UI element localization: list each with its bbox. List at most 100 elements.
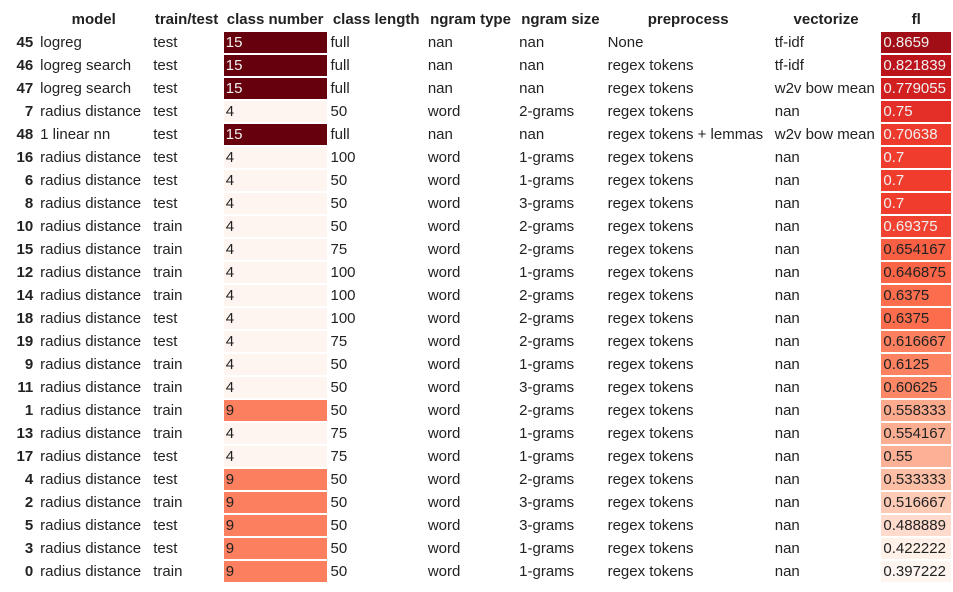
table-row: 6 radius distance test 4 50 word 1-grams regex … <box>2 170 951 191</box>
vectorize-cell: nan <box>774 379 800 396</box>
row-index: 13 <box>16 425 34 442</box>
table-row: 12 radius distance train 4 100 word 1-grams reg… <box>2 262 951 283</box>
model-cell: radius distance <box>40 218 142 235</box>
class-length-header[interactable]: class length <box>332 11 420 28</box>
train-test-cell: test <box>153 448 178 465</box>
class-number-cell: 4 <box>223 331 327 352</box>
train-test-cell: train <box>153 425 183 442</box>
class-number-cell: 4 <box>223 216 327 237</box>
row-index: 47 <box>16 80 34 97</box>
f1-header[interactable]: fl <box>911 11 921 28</box>
f1-cell: 0.55 <box>881 446 951 467</box>
table-row: 46 logreg search test 15 full nan nan regex tok… <box>2 55 951 76</box>
model-cell: radius distance <box>40 471 142 488</box>
row-index: 11 <box>17 379 34 396</box>
model-cell: radius distance <box>40 287 142 304</box>
ngram-size-cell: 2-grams <box>519 103 575 120</box>
table-row: 1 radius distance train 9 50 word 2-grams regex… <box>2 400 951 421</box>
table-row: 10 radius distance train 4 50 word 2-grams rege… <box>2 216 951 237</box>
table-row: 14 radius distance train 4 100 word 2-grams reg… <box>2 285 951 306</box>
f1-cell: 0.75 <box>881 101 951 122</box>
ngram-size-cell: nan <box>519 80 545 97</box>
train-test-header[interactable]: train/test <box>154 11 219 28</box>
ngram-size-cell: 2-grams <box>519 287 575 304</box>
model-cell: radius distance <box>40 103 142 120</box>
train-test-cell: test <box>153 471 178 488</box>
row-index: 3 <box>24 540 34 557</box>
f1-cell: 0.7 <box>881 170 951 191</box>
ngram-size-cell: nan <box>519 57 545 74</box>
f1-cell: 0.516667 <box>881 492 951 513</box>
table-row: 17 radius distance test 4 75 word 1-grams regex… <box>2 446 951 467</box>
model-cell: radius distance <box>40 310 142 327</box>
table-row: 11 radius distance train 4 50 word 3-grams rege… <box>2 377 951 398</box>
ngram-type-cell: word <box>427 356 461 373</box>
vectorize-cell: nan <box>774 287 800 304</box>
preprocess-cell: regex tokens <box>607 103 694 120</box>
model-cell: radius distance <box>40 379 142 396</box>
ngram-size-cell: 1-grams <box>519 540 575 557</box>
vectorize-cell: nan <box>774 448 800 465</box>
ngram-size-cell: 1-grams <box>519 425 575 442</box>
class-number-cell: 4 <box>223 354 327 375</box>
model-cell: radius distance <box>40 264 142 281</box>
ngram-size-cell: 1-grams <box>519 448 575 465</box>
model-cell: logreg <box>40 34 82 51</box>
ngram-size-cell: 3-grams <box>519 195 575 212</box>
table-row: 3 radius distance test 9 50 word 1-grams regex … <box>2 538 951 559</box>
model-cell: radius distance <box>40 425 142 442</box>
ngram-size-header[interactable]: ngram size <box>521 11 600 28</box>
preprocess-cell: None <box>607 34 644 51</box>
class-length-cell: 100 <box>330 287 356 304</box>
vectorize-cell: nan <box>774 103 800 120</box>
ngram-type-cell: word <box>427 471 461 488</box>
f1-cell: 0.6125 <box>881 354 951 375</box>
vectorize-cell: nan <box>774 402 800 419</box>
train-test-cell: train <box>153 356 183 373</box>
vectorize-cell: nan <box>774 172 800 189</box>
preprocess-cell: regex tokens + lemmas <box>607 126 764 143</box>
ngram-size-cell: 2-grams <box>519 241 575 258</box>
f1-cell: 0.397222 <box>881 561 951 582</box>
model-cell: logreg search <box>40 80 132 97</box>
class-number-cell: 9 <box>223 515 327 536</box>
class-length-cell: 75 <box>330 333 348 350</box>
f1-cell: 0.6375 <box>881 308 951 329</box>
model-header[interactable]: model <box>71 11 116 28</box>
class-number-cell: 4 <box>223 239 327 260</box>
class-number-cell: 4 <box>223 446 327 467</box>
row-index: 45 <box>16 34 34 51</box>
row-index: 6 <box>24 172 34 189</box>
model-cell: radius distance <box>40 356 142 373</box>
preprocess-header[interactable]: preprocess <box>647 11 729 28</box>
ngram-type-cell: word <box>427 379 461 396</box>
row-index: 4 <box>24 471 34 488</box>
class-length-cell: 50 <box>330 172 348 189</box>
class-length-cell: 75 <box>330 448 348 465</box>
ngram-type-cell: word <box>427 287 461 304</box>
preprocess-cell: regex tokens <box>607 287 694 304</box>
ngram-type-cell: word <box>427 264 461 281</box>
train-test-cell: test <box>153 310 178 327</box>
class-length-cell: full <box>330 34 350 51</box>
preprocess-cell: regex tokens <box>607 218 694 235</box>
class-number-cell: 4 <box>223 262 327 283</box>
vectorize-cell: nan <box>774 195 800 212</box>
class-number-cell: 4 <box>223 101 327 122</box>
preprocess-cell: regex tokens <box>607 333 694 350</box>
class-length-cell: 50 <box>330 494 348 511</box>
train-test-cell: test <box>153 126 178 143</box>
table-row: 8 radius distance test 4 50 word 3-grams regex … <box>2 193 951 214</box>
preprocess-cell: regex tokens <box>607 563 694 580</box>
vectorize-cell: w2v bow mean <box>774 80 875 97</box>
train-test-cell: train <box>153 264 183 281</box>
ngram-type-header[interactable]: ngram type <box>430 11 511 28</box>
vectorize-header[interactable]: vectorize <box>793 11 859 28</box>
model-cell: 1 linear nn <box>40 126 111 143</box>
ngram-size-cell: 1-grams <box>519 264 575 281</box>
row-index: 46 <box>16 57 34 74</box>
f1-cell: 0.646875 <box>881 262 951 283</box>
class-number-header[interactable]: class number <box>226 11 324 28</box>
train-test-cell: test <box>153 57 178 74</box>
model-cell: radius distance <box>40 195 142 212</box>
